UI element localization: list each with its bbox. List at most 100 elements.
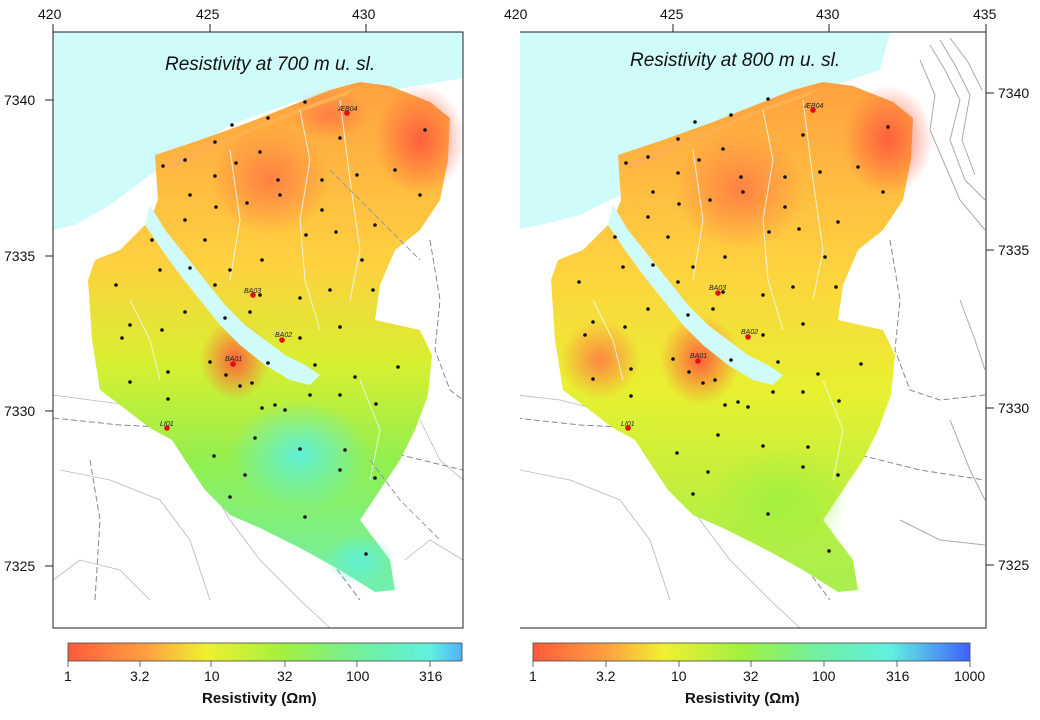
station-point[interactable] (686, 313, 690, 317)
station-point[interactable] (243, 473, 247, 477)
station-point[interactable] (228, 495, 232, 499)
station-point[interactable] (283, 408, 287, 412)
station-point[interactable] (671, 357, 675, 361)
station-point[interactable] (766, 97, 770, 101)
station-point[interactable] (276, 178, 280, 182)
station-point[interactable] (677, 202, 681, 206)
station-point[interactable] (213, 283, 217, 287)
station-point[interactable] (212, 454, 216, 458)
station-point[interactable] (303, 100, 307, 104)
station-point[interactable] (716, 433, 720, 437)
station-point[interactable] (739, 175, 743, 179)
station-point[interactable] (591, 320, 595, 324)
station-point[interactable] (260, 406, 264, 410)
station-point[interactable] (629, 367, 633, 371)
station-point[interactable] (338, 325, 342, 329)
station-point[interactable] (801, 465, 805, 469)
station-point[interactable] (729, 358, 733, 362)
station-point[interactable] (298, 336, 302, 340)
site-marker[interactable] (164, 425, 170, 431)
station-point[interactable] (183, 218, 187, 222)
station-point[interactable] (250, 381, 254, 385)
station-point[interactable] (120, 336, 124, 340)
station-point[interactable] (818, 170, 822, 174)
station-point[interactable] (697, 158, 701, 162)
station-point[interactable] (776, 360, 780, 364)
station-point[interactable] (746, 405, 750, 409)
station-point[interactable] (646, 307, 650, 311)
station-point[interactable] (741, 190, 745, 194)
station-point[interactable] (713, 378, 717, 382)
station-point[interactable] (651, 190, 655, 194)
station-point[interactable] (837, 399, 841, 403)
station-point[interactable] (791, 285, 795, 289)
station-point[interactable] (623, 325, 627, 329)
station-point[interactable] (258, 293, 262, 297)
station-point[interactable] (308, 393, 312, 397)
station-point[interactable] (298, 447, 302, 451)
station-point[interactable] (613, 235, 617, 239)
station-point[interactable] (666, 235, 670, 239)
station-point[interactable] (224, 373, 228, 377)
station-point[interactable] (816, 372, 820, 376)
station-point[interactable] (338, 468, 342, 472)
station-point[interactable] (183, 310, 187, 314)
station-point[interactable] (161, 164, 165, 168)
station-point[interactable] (836, 220, 840, 224)
station-point[interactable] (766, 512, 770, 516)
station-point[interactable] (783, 175, 787, 179)
station-point[interactable] (166, 370, 170, 374)
station-point[interactable] (248, 310, 252, 314)
station-point[interactable] (706, 470, 710, 474)
station-point[interactable] (203, 238, 207, 242)
station-point[interactable] (801, 390, 805, 394)
station-point[interactable] (624, 161, 628, 165)
station-point[interactable] (801, 133, 805, 137)
station-point[interactable] (374, 402, 378, 406)
station-point[interactable] (418, 193, 422, 197)
station-point[interactable] (328, 288, 332, 292)
station-point[interactable] (266, 361, 270, 365)
site-marker[interactable] (344, 110, 350, 116)
station-point[interactable] (691, 265, 695, 269)
station-point[interactable] (334, 230, 338, 234)
station-point[interactable] (355, 173, 359, 177)
station-point[interactable] (691, 492, 695, 496)
station-point[interactable] (646, 155, 650, 159)
station-point[interactable] (729, 113, 733, 117)
station-point[interactable] (253, 436, 257, 440)
station-point[interactable] (245, 201, 249, 205)
site-marker[interactable] (279, 337, 285, 343)
station-point[interactable] (128, 380, 132, 384)
station-point[interactable] (767, 230, 771, 234)
station-point[interactable] (393, 168, 397, 172)
station-point[interactable] (711, 307, 715, 311)
station-point[interactable] (723, 255, 727, 259)
station-point[interactable] (423, 128, 427, 132)
station-point[interactable] (353, 375, 357, 379)
station-point[interactable] (856, 165, 860, 169)
site-marker[interactable] (695, 358, 701, 364)
station-point[interactable] (338, 136, 342, 140)
station-point[interactable] (188, 266, 192, 270)
station-point[interactable] (114, 283, 118, 287)
site-marker[interactable] (715, 290, 721, 296)
station-point[interactable] (298, 296, 302, 300)
station-point[interactable] (771, 390, 775, 394)
station-point[interactable] (278, 193, 282, 197)
station-point[interactable] (208, 360, 212, 364)
station-point[interactable] (373, 223, 377, 227)
station-point[interactable] (188, 193, 192, 197)
station-point[interactable] (373, 476, 377, 480)
station-point[interactable] (651, 263, 655, 267)
station-point[interactable] (273, 403, 277, 407)
station-point[interactable] (761, 444, 765, 448)
station-point[interactable] (320, 178, 324, 182)
station-point[interactable] (761, 293, 765, 297)
station-point[interactable] (827, 549, 831, 553)
station-point[interactable] (338, 393, 342, 397)
site-marker[interactable] (625, 425, 631, 431)
station-point[interactable] (823, 255, 827, 259)
site-marker[interactable] (230, 361, 236, 367)
station-point[interactable] (166, 397, 170, 401)
